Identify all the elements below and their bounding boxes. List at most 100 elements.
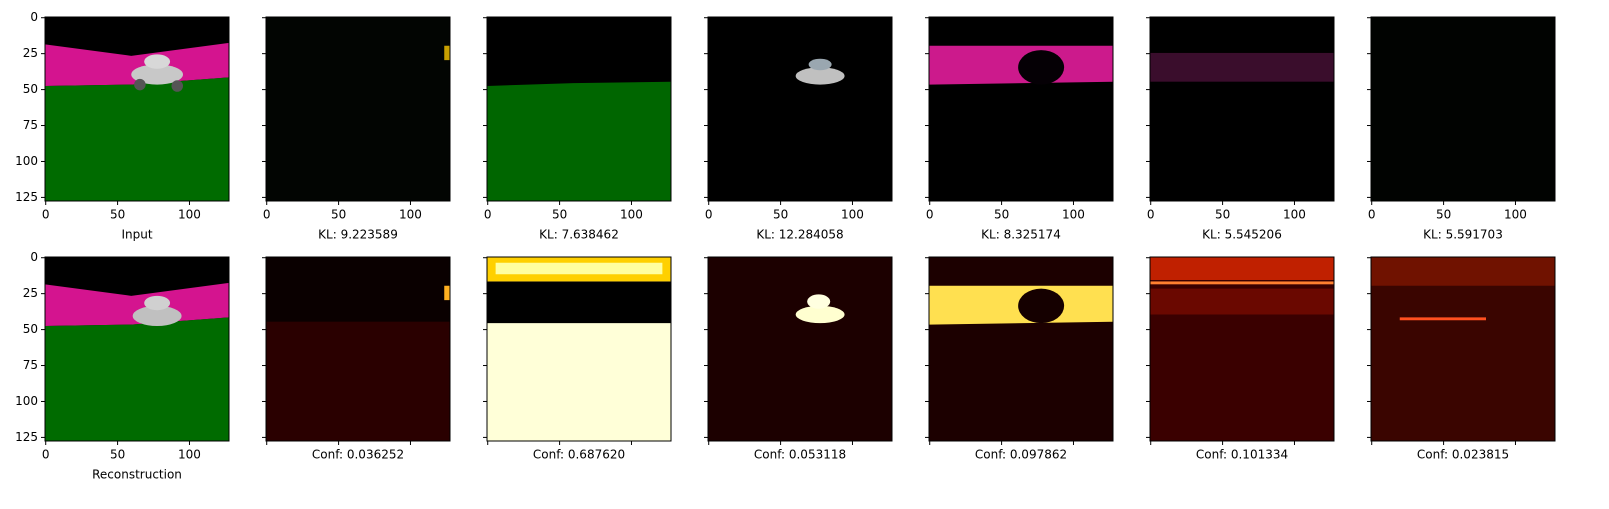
x-tick-label: 0 — [484, 208, 492, 222]
image-region — [1150, 288, 1334, 315]
y-tick-label: 25 — [23, 46, 38, 60]
axes-frame — [1370, 16, 1556, 202]
y-tick-label: 100 — [15, 394, 38, 408]
panel-label: KL: 5.591703 — [1423, 228, 1503, 242]
x-tick-label: 0 — [42, 208, 50, 222]
y-tick-label: 25 — [23, 286, 38, 300]
y-tick-label: 75 — [23, 358, 38, 372]
x-tick-label: 100 — [178, 208, 201, 222]
axes-frame — [1149, 256, 1335, 442]
x-tick-label: 100 — [399, 208, 422, 222]
y-tick-label: 75 — [23, 118, 38, 132]
image-region — [134, 78, 146, 91]
image-region — [487, 321, 671, 441]
panel-label: Input — [121, 228, 152, 242]
image-region — [132, 305, 182, 326]
panel: Conf: 0.097862 — [925, 256, 1114, 462]
axes-frame — [707, 256, 893, 442]
image-region — [266, 17, 450, 201]
x-tick-label: 100 — [841, 208, 864, 222]
image-region — [929, 17, 1113, 201]
image-region — [444, 285, 450, 301]
panel-label: KL: 12.284058 — [756, 228, 843, 242]
panel-label: KL: 9.223589 — [318, 228, 398, 242]
y-tick-label: 100 — [15, 154, 38, 168]
x-tick-label: 0 — [263, 208, 271, 222]
panel: 0 50 100 KL: 12.284058 — [704, 16, 893, 242]
image-region — [131, 64, 183, 85]
image-region — [1018, 50, 1065, 85]
x-tick-label: 50 — [1215, 208, 1230, 222]
axes-frame — [265, 256, 451, 442]
axes-frame — [928, 256, 1114, 442]
image-region — [807, 294, 831, 309]
image-region — [1018, 288, 1065, 324]
panel: Conf: 0.036252 — [262, 256, 451, 462]
axes-frame — [928, 16, 1114, 202]
x-tick-label: 100 — [178, 448, 201, 462]
image-region — [444, 45, 450, 61]
image-region — [1150, 52, 1334, 82]
y-tick-label: 50 — [23, 322, 38, 336]
x-tick-label: 100 — [1062, 208, 1085, 222]
image-region — [1150, 17, 1334, 201]
x-tick-label: 50 — [110, 208, 125, 222]
image-region — [144, 54, 171, 69]
panel-label: KL: 5.545206 — [1202, 228, 1282, 242]
x-tick-label: 50 — [552, 208, 567, 222]
image-region — [487, 81, 671, 201]
image-region — [808, 58, 832, 71]
image-region — [1150, 257, 1334, 280]
image-region — [45, 282, 229, 326]
x-tick-label: 50 — [773, 208, 788, 222]
image-region — [1371, 257, 1555, 441]
panel: Conf: 0.053118 — [704, 256, 893, 462]
image-region — [708, 17, 892, 201]
image-region — [1371, 17, 1555, 201]
x-tick-label: 100 — [1283, 208, 1306, 222]
x-tick-label: 0 — [705, 208, 713, 222]
image-region — [708, 257, 892, 441]
panel: Conf: 0.687620 — [483, 256, 672, 462]
panel-label: Conf: 0.036252 — [312, 448, 404, 462]
axes-frame — [486, 256, 672, 442]
image-region — [1399, 317, 1486, 321]
axes-frame — [44, 256, 230, 442]
image-region — [1150, 257, 1334, 441]
x-tick-label: 50 — [331, 208, 346, 222]
x-tick-label: 0 — [42, 448, 50, 462]
x-tick-label: 100 — [620, 208, 643, 222]
y-tick-label: 125 — [15, 430, 38, 444]
x-tick-label: 0 — [1368, 208, 1376, 222]
image-region — [487, 281, 671, 324]
image-region — [45, 42, 229, 86]
y-tick-label: 125 — [15, 190, 38, 204]
x-tick-label: 50 — [110, 448, 125, 462]
panel-label: Conf: 0.101334 — [1196, 448, 1288, 462]
image-region — [795, 305, 845, 324]
panel-label: KL: 7.638462 — [539, 228, 619, 242]
panel-label: Reconstruction — [92, 468, 182, 482]
image-region — [144, 295, 171, 311]
axes-frame — [44, 16, 230, 202]
image-region — [45, 317, 229, 441]
panel-label: Conf: 0.023815 — [1417, 448, 1509, 462]
panel-label: Conf: 0.687620 — [533, 448, 625, 462]
panel: 0 50 100 0 25 50 75 100 125 Input — [15, 10, 230, 242]
x-tick-label: 0 — [926, 208, 934, 222]
image-region — [1150, 281, 1334, 285]
y-tick-label: 50 — [23, 82, 38, 96]
panel-label: Conf: 0.097862 — [975, 448, 1067, 462]
image-region — [495, 262, 663, 275]
panel-label: Conf: 0.053118 — [754, 448, 846, 462]
x-tick-label: 50 — [994, 208, 1009, 222]
axes-frame — [1370, 256, 1556, 442]
axes-frame — [1149, 16, 1335, 202]
y-tick-label: 0 — [30, 250, 38, 264]
